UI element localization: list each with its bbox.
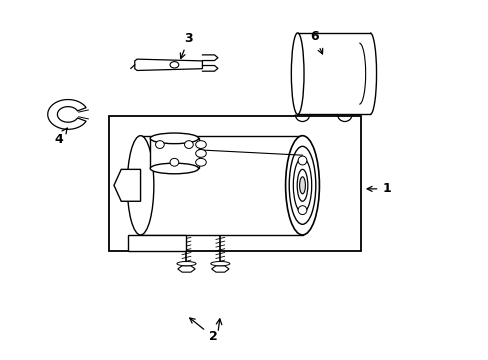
Polygon shape (135, 59, 202, 71)
Ellipse shape (184, 141, 193, 148)
Text: 4: 4 (54, 128, 67, 147)
Text: 6: 6 (310, 30, 322, 54)
Ellipse shape (150, 163, 198, 174)
Ellipse shape (155, 141, 164, 148)
Bar (150, 138, 198, 168)
Ellipse shape (291, 33, 304, 114)
Ellipse shape (127, 136, 154, 235)
Text: 3: 3 (180, 32, 193, 58)
Text: 1: 1 (366, 183, 390, 195)
Polygon shape (140, 136, 302, 235)
Ellipse shape (298, 206, 306, 215)
Ellipse shape (293, 158, 311, 213)
Ellipse shape (288, 146, 315, 224)
Ellipse shape (170, 158, 179, 166)
Polygon shape (178, 266, 195, 272)
Ellipse shape (195, 149, 206, 157)
Bar (109, 116, 360, 251)
Ellipse shape (210, 261, 229, 266)
Polygon shape (114, 169, 140, 201)
Ellipse shape (195, 141, 206, 148)
Text: 5: 5 (247, 143, 269, 156)
Ellipse shape (297, 169, 307, 201)
Polygon shape (211, 266, 228, 272)
Ellipse shape (298, 156, 306, 165)
Polygon shape (48, 100, 86, 129)
Ellipse shape (177, 261, 196, 266)
Ellipse shape (299, 177, 305, 194)
Polygon shape (128, 235, 186, 251)
Ellipse shape (195, 158, 206, 166)
Ellipse shape (150, 133, 198, 144)
Circle shape (170, 62, 179, 68)
Ellipse shape (285, 136, 319, 235)
Text: 2: 2 (189, 318, 217, 343)
